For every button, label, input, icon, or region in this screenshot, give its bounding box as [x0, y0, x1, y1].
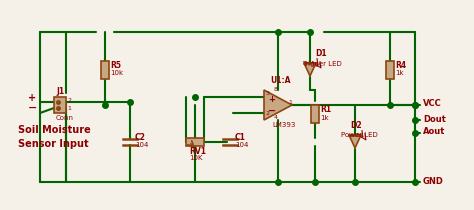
Text: 1k: 1k	[320, 115, 328, 121]
Text: C2: C2	[135, 133, 146, 142]
Text: +: +	[268, 95, 275, 104]
Text: C1: C1	[235, 133, 246, 142]
Text: D2: D2	[350, 121, 362, 130]
Polygon shape	[304, 63, 316, 76]
Text: Trigger LED: Trigger LED	[302, 61, 342, 67]
Text: R4: R4	[395, 61, 406, 70]
Bar	[101, 61, 109, 79]
Text: 10k: 10k	[110, 70, 123, 76]
Polygon shape	[349, 135, 361, 148]
Bar	[54, 97, 66, 113]
Polygon shape	[264, 90, 292, 120]
Text: Power LED: Power LED	[341, 132, 378, 138]
Text: 2: 2	[67, 98, 71, 103]
Text: R5: R5	[110, 61, 121, 70]
Text: 3: 3	[266, 91, 270, 96]
Text: +: +	[28, 93, 36, 103]
Text: Aout: Aout	[423, 127, 446, 136]
Text: 1: 1	[67, 106, 71, 111]
Text: D1: D1	[315, 49, 327, 58]
Text: J1: J1	[56, 87, 64, 96]
Text: 1k: 1k	[395, 70, 404, 76]
Text: 2: 2	[266, 111, 270, 116]
Text: R1: R1	[320, 105, 331, 114]
Text: RV1: RV1	[189, 147, 206, 156]
Text: 104: 104	[135, 142, 148, 148]
Bar	[386, 61, 394, 79]
Text: LM393: LM393	[272, 122, 295, 128]
Text: −: −	[28, 103, 37, 113]
Text: Soil Moisture
Sensor Input: Soil Moisture Sensor Input	[18, 125, 91, 149]
Text: −: −	[268, 105, 276, 116]
Text: 10K: 10K	[189, 155, 202, 161]
Text: 4: 4	[274, 115, 278, 120]
Text: 8: 8	[274, 87, 278, 92]
Text: Dout: Dout	[423, 114, 446, 123]
Text: 1: 1	[288, 100, 292, 105]
Bar	[311, 105, 319, 123]
Text: U1:A: U1:A	[270, 76, 291, 85]
Text: VCC: VCC	[423, 100, 442, 109]
Text: 104: 104	[235, 142, 248, 148]
Text: Conn: Conn	[56, 115, 74, 121]
Bar	[186, 138, 204, 146]
Text: GND: GND	[423, 176, 444, 185]
